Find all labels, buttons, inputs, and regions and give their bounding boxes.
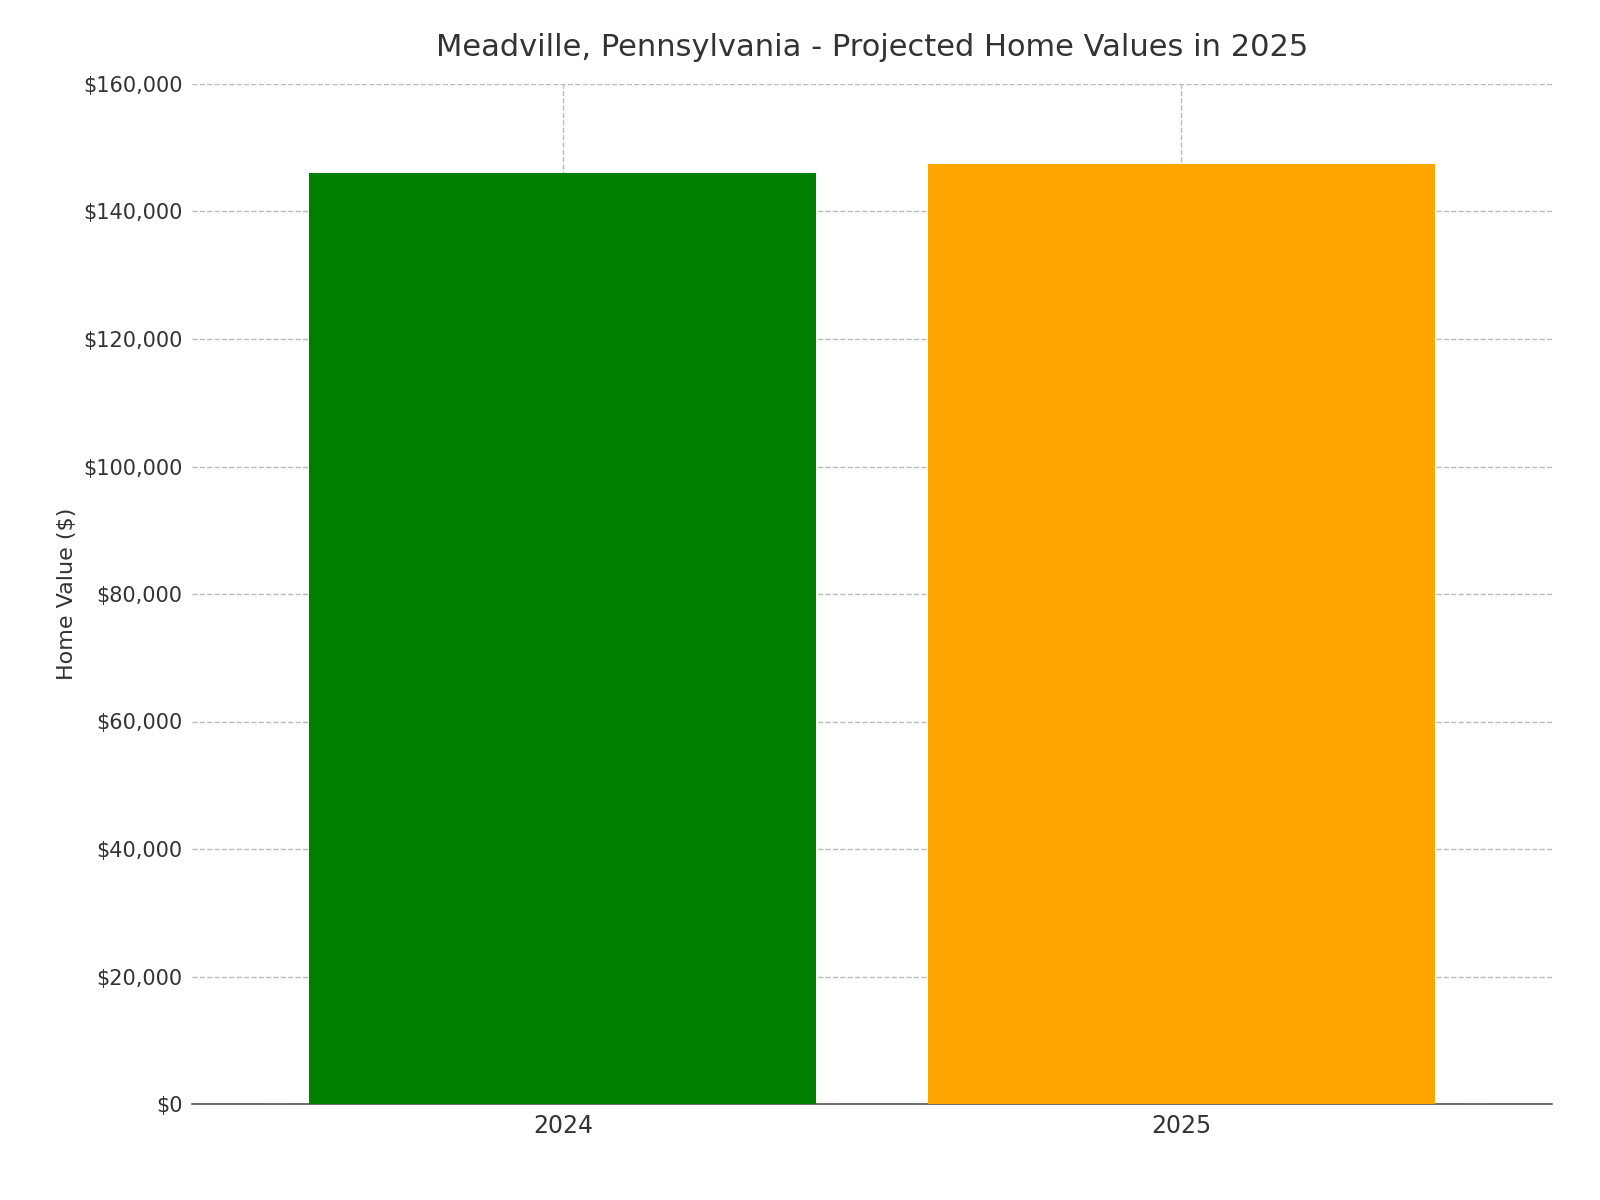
Y-axis label: Home Value ($): Home Value ($) (58, 508, 77, 680)
Title: Meadville, Pennsylvania - Projected Home Values in 2025: Meadville, Pennsylvania - Projected Home… (435, 34, 1309, 62)
Bar (928, 163, 1435, 1104)
Bar (309, 173, 816, 1104)
